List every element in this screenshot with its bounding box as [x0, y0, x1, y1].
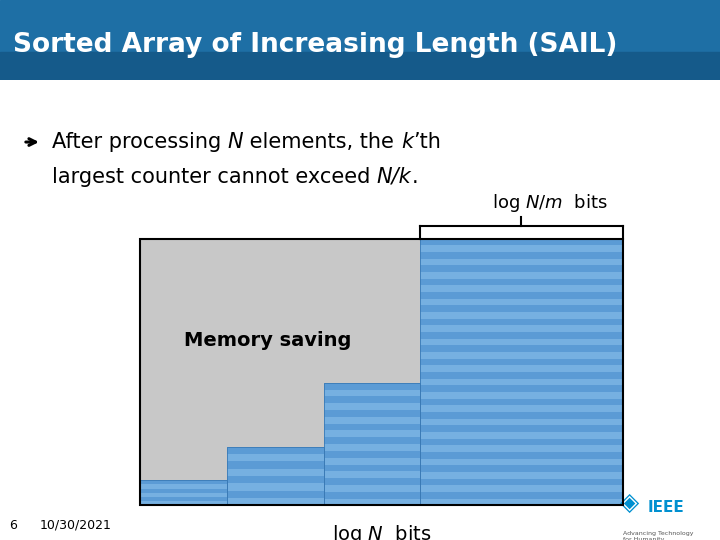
Bar: [228, 469, 324, 476]
Bar: [324, 458, 420, 464]
Bar: [420, 259, 623, 265]
Bar: [140, 480, 228, 505]
Text: N: N: [228, 132, 243, 152]
Bar: [324, 498, 420, 505]
Bar: [420, 352, 623, 359]
Bar: [420, 285, 623, 292]
Bar: [420, 239, 623, 505]
Text: log $N/m$  bits: log $N/m$ bits: [492, 192, 608, 214]
Text: 6: 6: [9, 519, 17, 532]
Text: elements, the: elements, the: [243, 132, 401, 152]
Bar: [420, 406, 623, 412]
Text: ’th: ’th: [413, 132, 441, 152]
Bar: [140, 239, 623, 505]
Text: ◈: ◈: [621, 491, 639, 515]
Text: Advancing Technology
for Humanity: Advancing Technology for Humanity: [623, 531, 693, 540]
Bar: [140, 493, 228, 497]
Bar: [324, 383, 420, 505]
Bar: [420, 432, 623, 439]
Text: Memory saving: Memory saving: [184, 330, 351, 349]
Bar: [140, 480, 228, 505]
Bar: [420, 326, 623, 332]
Bar: [324, 444, 420, 451]
Polygon shape: [140, 239, 623, 480]
Bar: [228, 454, 324, 462]
Text: After processing: After processing: [52, 132, 228, 152]
Bar: [324, 383, 420, 505]
Bar: [420, 339, 623, 346]
Bar: [228, 483, 324, 491]
Bar: [420, 446, 623, 452]
Bar: [324, 403, 420, 410]
Bar: [324, 430, 420, 437]
Bar: [420, 392, 623, 399]
Bar: [420, 379, 623, 386]
Text: .: .: [412, 166, 418, 186]
Bar: [324, 471, 420, 478]
Bar: [420, 366, 623, 372]
Bar: [228, 447, 324, 505]
Bar: [140, 484, 228, 489]
Bar: [228, 447, 324, 505]
Text: 10/30/2021: 10/30/2021: [40, 519, 112, 532]
Bar: [324, 485, 420, 492]
Bar: [140, 501, 228, 505]
Text: N/k: N/k: [377, 166, 412, 186]
Bar: [324, 389, 420, 396]
Text: Sorted Array of Increasing Length (SAIL): Sorted Array of Increasing Length (SAIL): [13, 32, 617, 58]
Bar: [420, 499, 623, 505]
Bar: [420, 272, 623, 279]
Text: largest counter cannot exceed: largest counter cannot exceed: [52, 166, 377, 186]
Bar: [228, 498, 324, 505]
Text: IEEE: IEEE: [648, 500, 685, 515]
Bar: [420, 485, 623, 492]
Text: k: k: [401, 132, 413, 152]
Bar: [420, 418, 623, 426]
Bar: [0, 52, 720, 80]
Bar: [420, 245, 623, 252]
Bar: [420, 459, 623, 465]
Bar: [324, 417, 420, 424]
Text: log $N$  bits: log $N$ bits: [332, 523, 431, 540]
Bar: [420, 472, 623, 479]
Bar: [420, 312, 623, 319]
Bar: [420, 239, 623, 505]
Bar: [420, 299, 623, 305]
